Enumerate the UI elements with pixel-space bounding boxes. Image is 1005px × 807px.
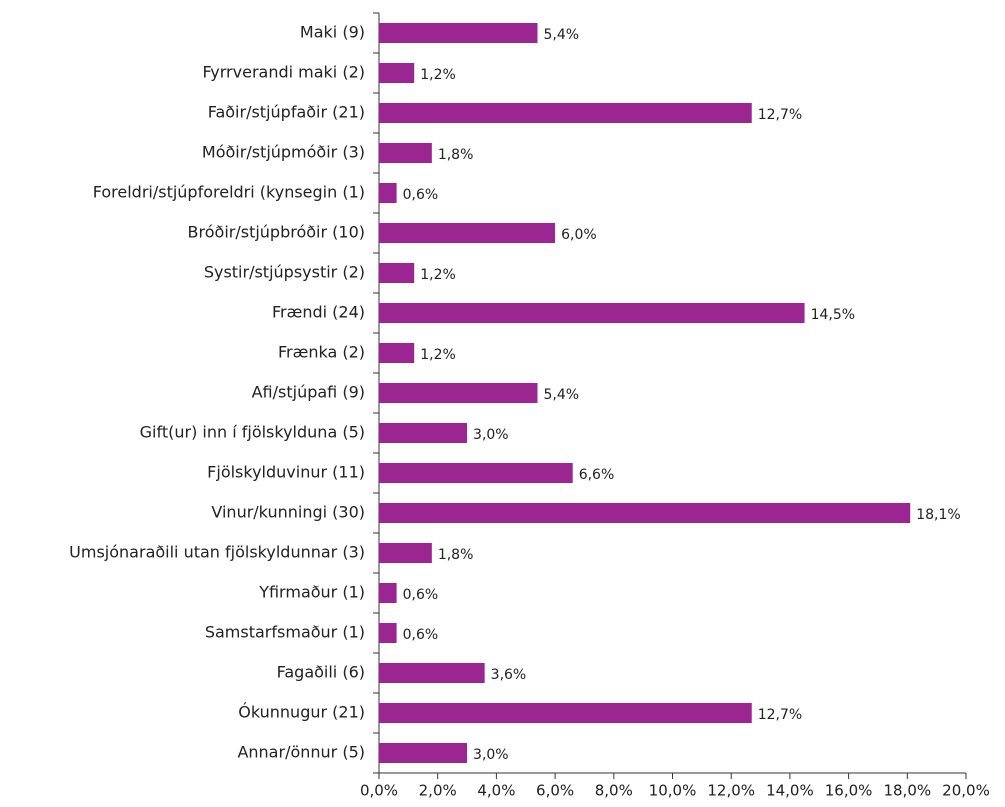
value-label: 0,6% (403, 587, 439, 603)
value-label: 18,1% (916, 507, 960, 523)
bar (379, 23, 538, 43)
bar (379, 303, 805, 323)
value-label: 1,2% (420, 267, 456, 283)
bar (379, 263, 415, 283)
value-label: 1,8% (438, 147, 474, 163)
category-label: Fjölskylduvinur (11) (207, 463, 365, 482)
value-label: 12,7% (758, 107, 802, 123)
category-label: Vinur/kunningi (30) (211, 503, 365, 522)
value-label: 0,6% (403, 627, 439, 643)
category-label: Umsjónaraðili utan fjölskyldunnar (3) (69, 543, 365, 562)
value-label: 1,8% (438, 547, 474, 563)
x-tick-label: 14,0% (766, 782, 814, 800)
value-label: 5,4% (543, 387, 579, 403)
category-label: Systir/stjúpsystir (2) (204, 263, 365, 282)
value-label: 6,6% (579, 467, 615, 483)
category-label: Yfirmaður (1) (258, 583, 365, 602)
bar (379, 183, 397, 203)
category-label: Afi/stjúpafi (9) (252, 383, 365, 402)
x-tick-label: 20,0% (942, 782, 990, 800)
category-label: Annar/önnur (5) (237, 743, 365, 762)
value-label: 3,0% (473, 747, 509, 763)
category-label: Bróðir/stjúpbróðir (10) (188, 223, 365, 242)
value-label: 3,0% (473, 427, 509, 443)
value-label: 3,6% (491, 667, 527, 683)
x-tick-label: 4,0% (477, 782, 515, 800)
value-label: 1,2% (420, 67, 456, 83)
category-label: Gift(ur) inn í fjölskylduna (5) (140, 423, 365, 442)
category-label: Maki (9) (300, 23, 365, 42)
bar (379, 143, 432, 163)
bar (379, 383, 538, 403)
x-tick-label: 10,0% (649, 782, 697, 800)
category-label: Foreldri/stjúpforeldri (kynsegin (1) (93, 183, 365, 202)
category-label: Frændi (24) (272, 303, 365, 322)
x-tick-label: 6,0% (536, 782, 574, 800)
category-label: Frænka (2) (278, 343, 365, 362)
value-label: 12,7% (758, 707, 802, 723)
bar (379, 463, 573, 483)
bar (379, 423, 468, 443)
bar (379, 223, 556, 243)
category-label: Fyrrverandi maki (2) (203, 63, 365, 82)
bar (379, 543, 432, 563)
x-tick-label: 2,0% (419, 782, 457, 800)
bar (379, 703, 752, 723)
bar (379, 743, 468, 763)
value-label: 6,0% (561, 227, 597, 243)
x-tick-label: 18,0% (883, 782, 931, 800)
x-tick-label: 12,0% (707, 782, 755, 800)
bar (379, 63, 415, 83)
bar (379, 583, 397, 603)
value-label: 0,6% (403, 187, 439, 203)
category-label: Faðir/stjúpfaðir (21) (208, 103, 365, 122)
x-tick-label: 8,0% (595, 782, 633, 800)
bar (379, 503, 911, 523)
category-label: Ókunnugur (21) (238, 703, 365, 722)
bar (379, 623, 397, 643)
category-label: Móðir/stjúpmóðir (3) (202, 143, 365, 162)
value-label: 14,5% (811, 307, 855, 323)
bar (379, 663, 485, 683)
category-label: Samstarfsmaður (1) (205, 623, 365, 642)
category-label: Fagaðili (6) (277, 663, 365, 682)
value-label: 5,4% (543, 27, 579, 43)
bar (379, 343, 415, 363)
bar (379, 103, 752, 123)
value-label: 1,2% (420, 347, 456, 363)
x-tick-label: 0,0% (360, 782, 398, 800)
x-tick-label: 16,0% (825, 782, 873, 800)
